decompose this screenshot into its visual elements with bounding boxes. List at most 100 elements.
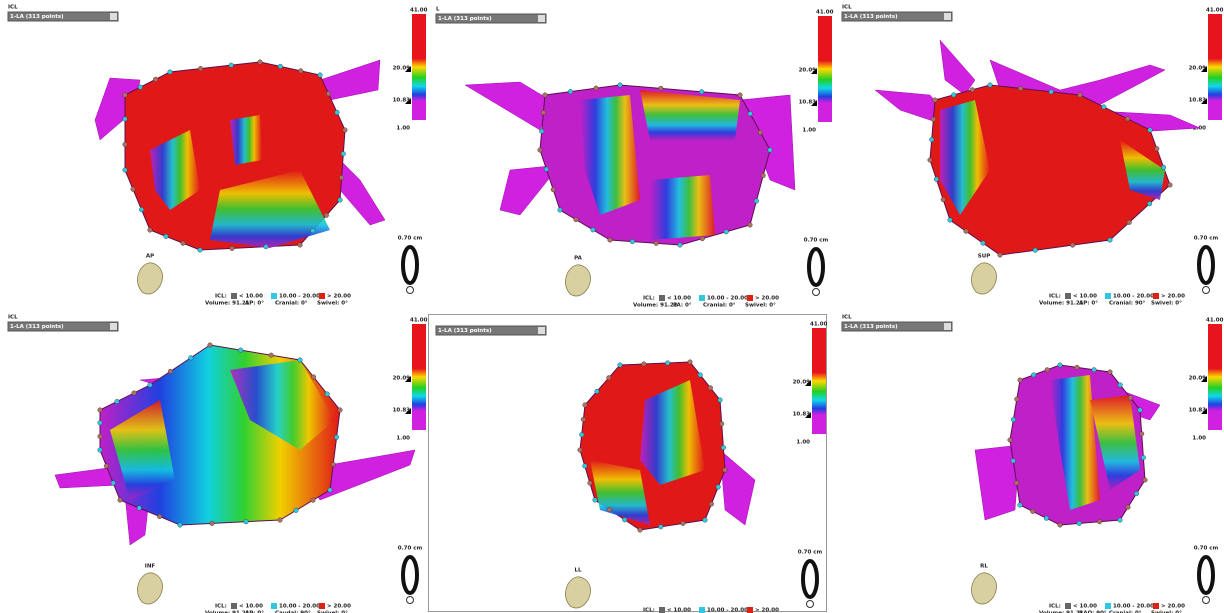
map-point (758, 130, 763, 135)
map-point (1044, 516, 1049, 521)
map-point (325, 392, 330, 397)
map-point (568, 89, 573, 94)
legend-title: ICL: (643, 296, 655, 302)
map-label: ICL (842, 5, 852, 11)
map-point (721, 445, 726, 450)
map-point (311, 375, 316, 380)
map-label: L (436, 7, 440, 13)
map-point (1018, 378, 1023, 383)
map-point (618, 83, 623, 88)
map-point (131, 187, 136, 192)
map-point (700, 236, 705, 241)
map-label: ICL (8, 5, 18, 11)
map-point (543, 93, 548, 98)
map-point (1008, 438, 1013, 443)
dropdown-text: 1-LA (313 points) (438, 328, 492, 334)
map-point (703, 518, 708, 523)
map-point (132, 391, 137, 396)
scale-ring (803, 561, 817, 597)
map-point (1147, 201, 1152, 206)
map-point (244, 519, 249, 524)
map-point (1139, 432, 1144, 437)
map-point (311, 228, 316, 233)
voltage-map (975, 363, 1160, 528)
legend-swatch (231, 293, 237, 299)
view-label: INF (145, 564, 156, 570)
colorbar-label: 41.00 (816, 10, 834, 16)
map-region (230, 115, 262, 165)
map-point (1134, 491, 1139, 496)
map-point (688, 360, 693, 365)
map-point (638, 528, 643, 533)
colorbar-label: 1.00 (1192, 436, 1206, 442)
voltage-map (875, 40, 1200, 257)
map-point (331, 462, 336, 467)
dropdown-arrow (110, 13, 117, 20)
map-point (1143, 478, 1148, 483)
map-point (189, 356, 194, 361)
legend-swatch (1065, 603, 1071, 609)
legend-swatch (659, 607, 665, 613)
view-info: Cranial: 0° (703, 303, 736, 309)
legend-item: 10.00 - 20.00 (707, 296, 748, 302)
map-point (1108, 238, 1113, 243)
legend-swatch (271, 293, 277, 299)
map-point (754, 199, 759, 204)
view-info: Volume: 91.21 (633, 303, 678, 309)
map-point (718, 398, 723, 403)
dropdown-arrow (110, 323, 117, 330)
map-point (1031, 373, 1036, 378)
map-point (153, 77, 158, 82)
map-point (168, 70, 173, 75)
color-bar (818, 16, 832, 122)
colorbar-label: 41.00 (410, 318, 428, 324)
map-point (258, 60, 263, 65)
view-info: AP: 0° (1079, 301, 1098, 307)
legend-title: ICL: (215, 604, 227, 610)
legend-item: 10.00 - 20.00 (279, 604, 320, 610)
map-point (748, 111, 753, 116)
scale-button (813, 289, 820, 296)
dropdown-arrow (944, 323, 951, 330)
map-point (541, 110, 546, 115)
map-point (1077, 521, 1082, 526)
colorbar-label: 41.00 (1206, 8, 1224, 14)
map-point (294, 508, 299, 513)
map-point (719, 422, 724, 427)
map-point (278, 64, 283, 69)
legend-title: ICL: (215, 294, 227, 300)
view-info: Swivel: 0° (317, 301, 348, 307)
map-point (148, 228, 153, 233)
map-point (98, 448, 103, 453)
map-label: ICL (8, 315, 18, 321)
map-point (709, 502, 714, 507)
map-point (558, 208, 563, 213)
dropdown-arrow (944, 13, 951, 20)
legend-item: > 20.00 (327, 604, 351, 610)
scale-button (407, 597, 414, 604)
map-point (665, 361, 670, 366)
map-point (618, 363, 623, 368)
color-bar (1208, 324, 1222, 430)
map-point (335, 110, 340, 115)
view-label: LL (574, 568, 582, 574)
map-point (539, 129, 544, 134)
map-point (123, 117, 128, 122)
scale-button (807, 601, 814, 608)
map-point (178, 523, 183, 528)
map-point (1031, 509, 1036, 514)
map-point (341, 152, 346, 157)
map-point (98, 434, 103, 439)
map-point (933, 98, 938, 103)
map-point (630, 239, 635, 244)
map-point (1018, 503, 1023, 508)
legend-item: < 10.00 (1073, 604, 1097, 610)
map-point (1148, 128, 1153, 133)
map-point (115, 399, 120, 404)
scale-button (407, 287, 414, 294)
map-point (581, 417, 586, 422)
voltage-map (578, 360, 755, 533)
map-point (181, 241, 186, 246)
map-region (650, 175, 715, 240)
colorbar-label: 41.00 (1206, 318, 1224, 324)
